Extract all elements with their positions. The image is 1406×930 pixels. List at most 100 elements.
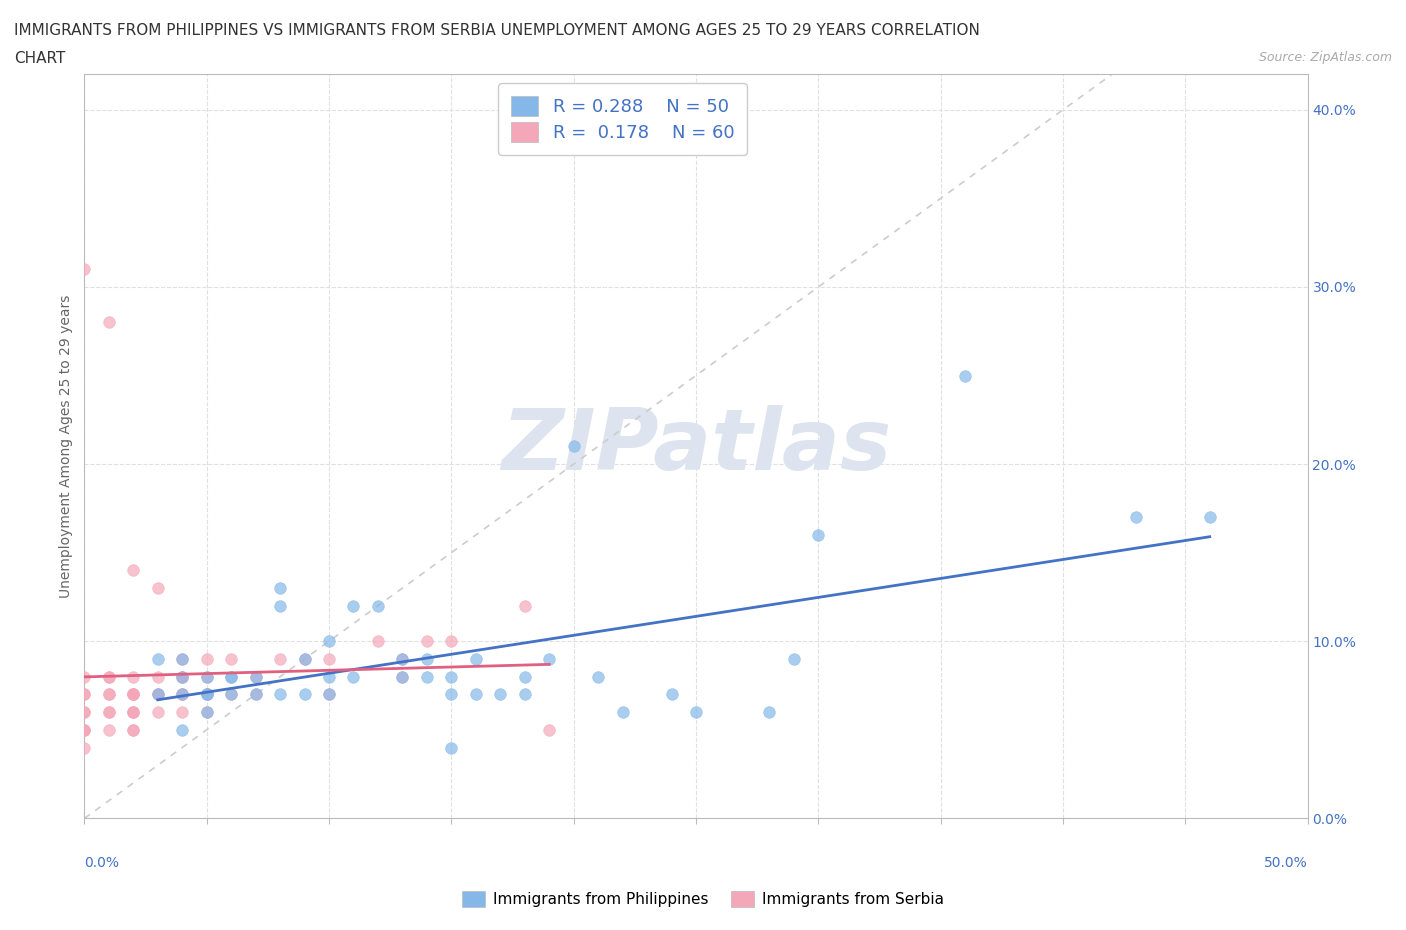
- Point: [391, 652, 413, 667]
- Point: [440, 740, 463, 755]
- Point: [172, 687, 194, 702]
- Point: [318, 634, 340, 649]
- Point: [219, 670, 242, 684]
- Point: [122, 723, 145, 737]
- Point: [661, 687, 683, 702]
- Point: [245, 670, 267, 684]
- Point: [269, 598, 291, 613]
- Point: [172, 687, 194, 702]
- Point: [97, 687, 120, 702]
- Legend: R = 0.288    N = 50, R =  0.178    N = 60: R = 0.288 N = 50, R = 0.178 N = 60: [498, 84, 747, 154]
- Point: [562, 439, 585, 454]
- Point: [367, 598, 389, 613]
- Point: [73, 705, 96, 720]
- Point: [245, 670, 267, 684]
- Point: [219, 670, 242, 684]
- Point: [269, 687, 291, 702]
- Point: [758, 705, 780, 720]
- Point: [342, 598, 364, 613]
- Point: [73, 723, 96, 737]
- Point: [146, 687, 169, 702]
- Point: [195, 652, 218, 667]
- Point: [245, 687, 267, 702]
- Point: [416, 652, 439, 667]
- Point: [97, 723, 120, 737]
- Point: [367, 634, 389, 649]
- Point: [416, 634, 439, 649]
- Point: [73, 723, 96, 737]
- Point: [97, 687, 120, 702]
- Point: [464, 652, 486, 667]
- Point: [122, 705, 145, 720]
- Point: [294, 687, 316, 702]
- Point: [122, 687, 145, 702]
- Point: [219, 652, 242, 667]
- Point: [195, 705, 218, 720]
- Point: [513, 670, 536, 684]
- Point: [146, 670, 169, 684]
- Point: [195, 687, 218, 702]
- Point: [73, 687, 96, 702]
- Point: [269, 580, 291, 595]
- Point: [97, 670, 120, 684]
- Point: [318, 670, 340, 684]
- Text: CHART: CHART: [14, 51, 66, 66]
- Point: [172, 670, 194, 684]
- Point: [195, 705, 218, 720]
- Point: [219, 687, 242, 702]
- Point: [195, 687, 218, 702]
- Text: ZIPatlas: ZIPatlas: [501, 405, 891, 488]
- Point: [172, 670, 194, 684]
- Point: [294, 652, 316, 667]
- Point: [391, 652, 413, 667]
- Point: [122, 687, 145, 702]
- Text: 0.0%: 0.0%: [84, 856, 120, 870]
- Point: [440, 687, 463, 702]
- Point: [195, 670, 218, 684]
- Point: [538, 723, 561, 737]
- Legend: Immigrants from Philippines, Immigrants from Serbia: Immigrants from Philippines, Immigrants …: [456, 884, 950, 913]
- Point: [146, 580, 169, 595]
- Point: [122, 563, 145, 578]
- Point: [122, 705, 145, 720]
- Point: [146, 687, 169, 702]
- Point: [391, 670, 413, 684]
- Text: 50.0%: 50.0%: [1264, 856, 1308, 870]
- Point: [122, 705, 145, 720]
- Point: [586, 670, 609, 684]
- Point: [172, 687, 194, 702]
- Point: [318, 652, 340, 667]
- Point: [391, 670, 413, 684]
- Point: [440, 634, 463, 649]
- Point: [513, 687, 536, 702]
- Point: [195, 670, 218, 684]
- Point: [416, 670, 439, 684]
- Point: [1198, 510, 1220, 525]
- Point: [342, 670, 364, 684]
- Point: [73, 705, 96, 720]
- Point: [195, 687, 218, 702]
- Point: [538, 652, 561, 667]
- Point: [172, 723, 194, 737]
- Point: [783, 652, 806, 667]
- Point: [146, 652, 169, 667]
- Point: [513, 598, 536, 613]
- Point: [97, 315, 120, 330]
- Point: [122, 670, 145, 684]
- Point: [146, 705, 169, 720]
- Point: [245, 687, 267, 702]
- Point: [97, 705, 120, 720]
- Point: [73, 740, 96, 755]
- Point: [122, 723, 145, 737]
- Point: [489, 687, 512, 702]
- Point: [73, 723, 96, 737]
- Point: [172, 705, 194, 720]
- Point: [269, 652, 291, 667]
- Point: [172, 652, 194, 667]
- Point: [464, 687, 486, 702]
- Point: [318, 687, 340, 702]
- Point: [97, 670, 120, 684]
- Point: [219, 687, 242, 702]
- Point: [97, 705, 120, 720]
- Point: [612, 705, 634, 720]
